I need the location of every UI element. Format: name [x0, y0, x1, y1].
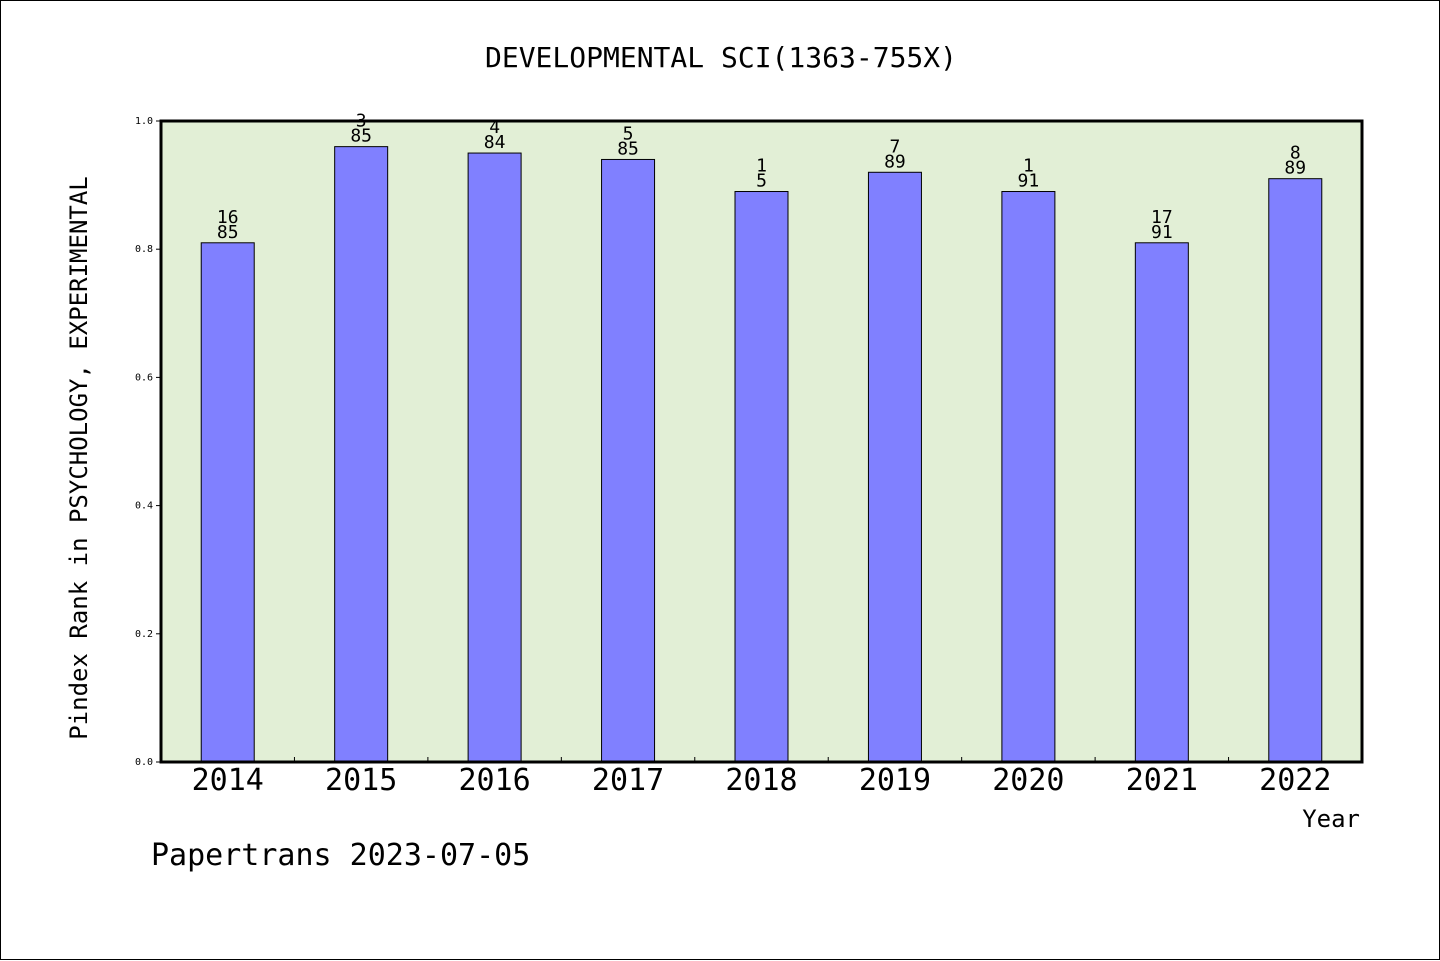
- x-tick-label-2019: 2019: [859, 763, 931, 798]
- x-tick-label-2014: 2014: [192, 763, 264, 798]
- y-tick-label: 0.4: [135, 501, 153, 512]
- y-axis-label: Pindex Rank in PSYCHOLOGY, EXPERIMENTAL: [65, 176, 93, 740]
- bar-2022: [1268, 178, 1323, 763]
- bar-rank-label-2016: 4: [489, 117, 500, 138]
- bar-2015: [334, 146, 389, 763]
- bar-rank-label-2022: 8: [1290, 143, 1301, 164]
- y-tick-label: 0.2: [135, 629, 153, 640]
- bar-2019: [867, 171, 922, 763]
- y-tick-label: 0.8: [135, 244, 153, 255]
- bar-rank-label-2021: 17: [1151, 207, 1173, 228]
- bar-2016: [467, 152, 522, 763]
- x-tick-label-2018: 2018: [725, 763, 797, 798]
- ticks-group: 2014 2015 2016 2017 2018 2019 2020 2021 2022 0.0 0…: [135, 116, 1331, 798]
- bar-2018: [734, 191, 789, 763]
- bar-rank-label-2014: 16: [217, 207, 239, 228]
- x-tick-label-2017: 2017: [592, 763, 664, 798]
- y-tick-label: 0.0: [135, 757, 153, 768]
- bar-total-label-2015: 85: [350, 126, 372, 147]
- x-axis-label: Year: [1302, 805, 1360, 833]
- bar-total-label-2022: 89: [1284, 158, 1306, 179]
- x-tick-label-2016: 2016: [458, 763, 530, 798]
- bar-total-label-2019: 89: [884, 151, 906, 172]
- bar-rank-label-2020: 1: [1023, 156, 1034, 177]
- y-tick-label: 0.6: [135, 372, 153, 383]
- bar-total-label-2021: 91: [1151, 222, 1173, 243]
- bar-2017: [601, 158, 656, 763]
- bar-rank-label-2018: 1: [756, 156, 767, 177]
- x-tick-label-2015: 2015: [325, 763, 397, 798]
- plot-border: [159, 119, 1364, 764]
- bar-total-label-2016: 84: [484, 132, 506, 153]
- bar-rank-label-2017: 5: [623, 123, 634, 144]
- chart-title: DEVELOPMENTAL SCI(1363-755X): [485, 41, 957, 74]
- x-tick-label-2021: 2021: [1126, 763, 1198, 798]
- y-tick-label: 1.0: [135, 116, 153, 127]
- x-tick-label-2020: 2020: [992, 763, 1064, 798]
- bar-total-label-2018: 5: [756, 171, 767, 192]
- bar-total-label-2020: 91: [1018, 171, 1040, 192]
- bar-2021: [1134, 242, 1189, 763]
- x-tick-label-2022: 2022: [1259, 763, 1331, 798]
- footer-text: Papertrans 2023-07-05: [151, 838, 530, 873]
- bar-rank-label-2019: 7: [890, 136, 901, 157]
- bar-total-label-2014: 85: [217, 222, 239, 243]
- bar-total-label-2017: 85: [617, 138, 639, 159]
- bar-2014: [200, 242, 255, 763]
- bar-2020: [1001, 191, 1056, 763]
